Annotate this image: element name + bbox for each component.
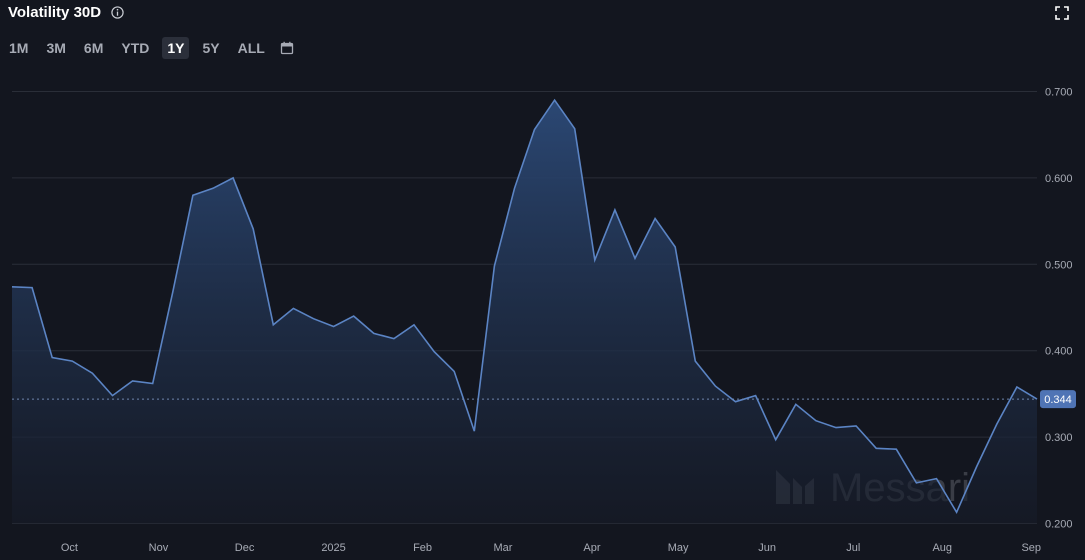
data-point [814,419,818,423]
current-value-label: 0.344 [1044,394,1072,406]
data-point [412,323,416,327]
data-point [513,186,517,190]
data-point [935,477,939,481]
data-point [633,256,637,260]
y-tick-label: 0.400 [1045,346,1073,358]
x-tick-label: 2025 [321,542,345,554]
x-tick-label: Jul [846,542,860,554]
x-tick-label: May [668,542,689,554]
data-point [975,465,979,469]
x-axis: Oct Nov Dec 2025 Feb Mar Apr May Jun Jul Aug Sep [61,542,1041,554]
data-point [834,426,838,430]
info-icon[interactable] [111,6,124,19]
chart-header: Volatility 30D [8,4,124,21]
data-point [271,323,275,327]
x-tick-label: Nov [149,542,169,554]
x-tick-label: Aug [932,542,952,554]
data-point [90,371,94,375]
data-point [352,314,356,318]
x-tick-label: Feb [413,542,432,554]
y-axis: 0.700 0.600 0.500 0.400 0.300 0.200 [1045,87,1073,531]
y-tick-label: 0.200 [1045,519,1073,531]
y-tick-label: 0.700 [1045,87,1073,99]
data-point [553,98,557,102]
range-5y-button[interactable]: 5Y [202,40,220,56]
x-tick-label: Dec [235,542,255,554]
y-tick-label: 0.600 [1045,173,1073,185]
data-point [955,510,959,514]
y-tick-label: 0.500 [1045,259,1073,271]
data-point [70,359,74,363]
range-all-button[interactable]: ALL [237,40,265,56]
current-value-badge-bg [1040,390,1076,409]
range-1y-button[interactable]: 1Y [162,37,190,59]
series-area [12,100,1037,524]
current-value-badge: 0.344 [1040,390,1076,409]
data-point [312,317,316,321]
calendar-icon[interactable] [280,41,294,55]
range-1m-button[interactable]: 1M [9,40,29,56]
data-point [774,438,778,442]
data-point [874,446,878,450]
data-point [734,400,738,404]
data-point [432,350,436,354]
range-3m-button[interactable]: 3M [46,40,66,56]
y-tick-label: 0.300 [1045,432,1073,444]
x-tick-label: Mar [493,542,512,554]
x-tick-label: Apr [583,542,600,554]
data-point [392,337,396,341]
data-point [713,384,717,388]
data-point [372,331,376,335]
data-point [533,128,537,132]
data-point [492,264,496,268]
data-point [914,481,918,485]
data-point [231,176,235,180]
data-point [894,447,898,451]
data-point [191,193,195,197]
data-point [673,245,677,249]
x-tick-label: Oct [61,542,78,554]
data-point [593,258,597,262]
data-point [1035,397,1039,401]
data-point [693,359,697,363]
x-tick-label: Jun [758,542,776,554]
data-point [171,290,175,294]
data-point [1015,385,1019,389]
data-point [131,379,135,383]
data-point [50,356,54,360]
data-point [794,402,798,406]
expand-icon[interactable] [1055,6,1069,20]
data-point [332,325,336,329]
data-point [472,429,476,433]
data-point [291,306,295,310]
data-point [10,285,14,289]
data-point [613,208,617,212]
range-ytd-button[interactable]: YTD [121,40,150,56]
chart-title: Volatility 30D [8,4,102,21]
data-point [854,424,858,428]
data-point [30,286,34,290]
range-selector: 1M 3M 6M YTD 1Y 5Y ALL [4,37,294,59]
series-line [11,98,1038,515]
data-point [653,217,657,221]
x-tick-label: Sep [1021,542,1041,554]
data-point [995,422,999,426]
data-point [251,227,255,231]
data-point [111,394,115,398]
range-6m-button[interactable]: 6M [83,40,104,56]
data-point [151,382,155,386]
data-point [452,369,456,373]
data-point [573,127,577,131]
data-point [754,394,758,398]
data-point [211,186,215,190]
